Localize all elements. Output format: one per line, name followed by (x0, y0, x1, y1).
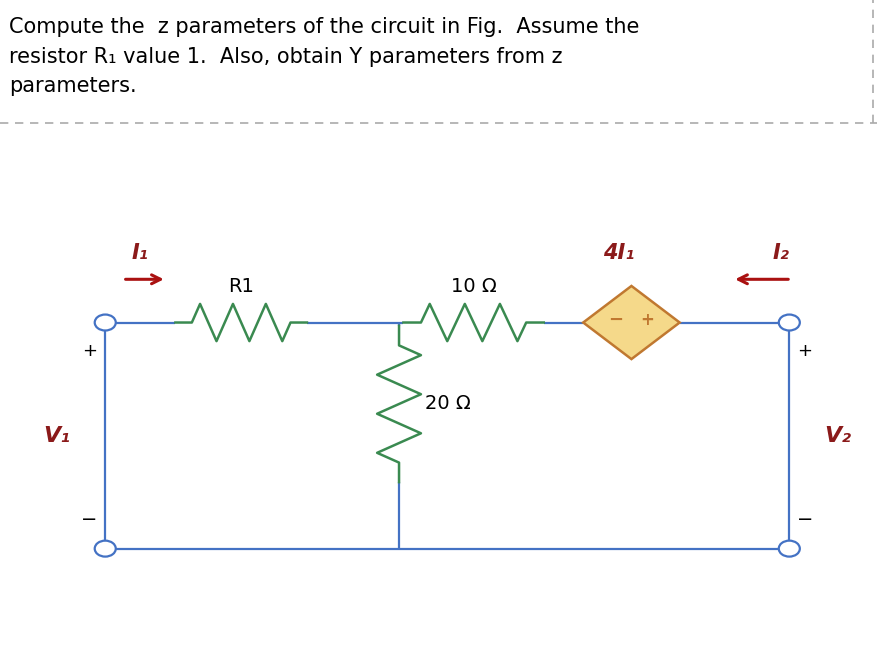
Text: +: + (640, 311, 654, 329)
Text: 4I₁: 4I₁ (602, 243, 634, 263)
Text: +: + (797, 342, 813, 360)
Text: parameters.: parameters. (9, 76, 137, 96)
Text: −: − (82, 509, 97, 529)
Text: I₁: I₁ (132, 243, 149, 263)
Text: V₂: V₂ (824, 426, 852, 446)
Polygon shape (583, 286, 680, 359)
Circle shape (779, 541, 800, 557)
Text: I₂: I₂ (772, 243, 789, 263)
Circle shape (95, 315, 116, 331)
Text: −: − (608, 311, 624, 329)
Circle shape (95, 541, 116, 557)
Text: −: − (797, 509, 813, 529)
Text: +: + (82, 342, 97, 360)
Circle shape (779, 315, 800, 331)
Text: 20 Ω: 20 Ω (425, 394, 471, 414)
Text: V₁: V₁ (43, 426, 70, 446)
Text: resistor R₁ value 1.  Also, obtain Y parameters from z: resistor R₁ value 1. Also, obtain Y para… (9, 47, 562, 66)
Text: Compute the  z parameters of the circuit in Fig.  Assume the: Compute the z parameters of the circuit … (9, 17, 639, 37)
Text: R1: R1 (228, 277, 254, 296)
Text: 10 Ω: 10 Ω (451, 277, 496, 296)
